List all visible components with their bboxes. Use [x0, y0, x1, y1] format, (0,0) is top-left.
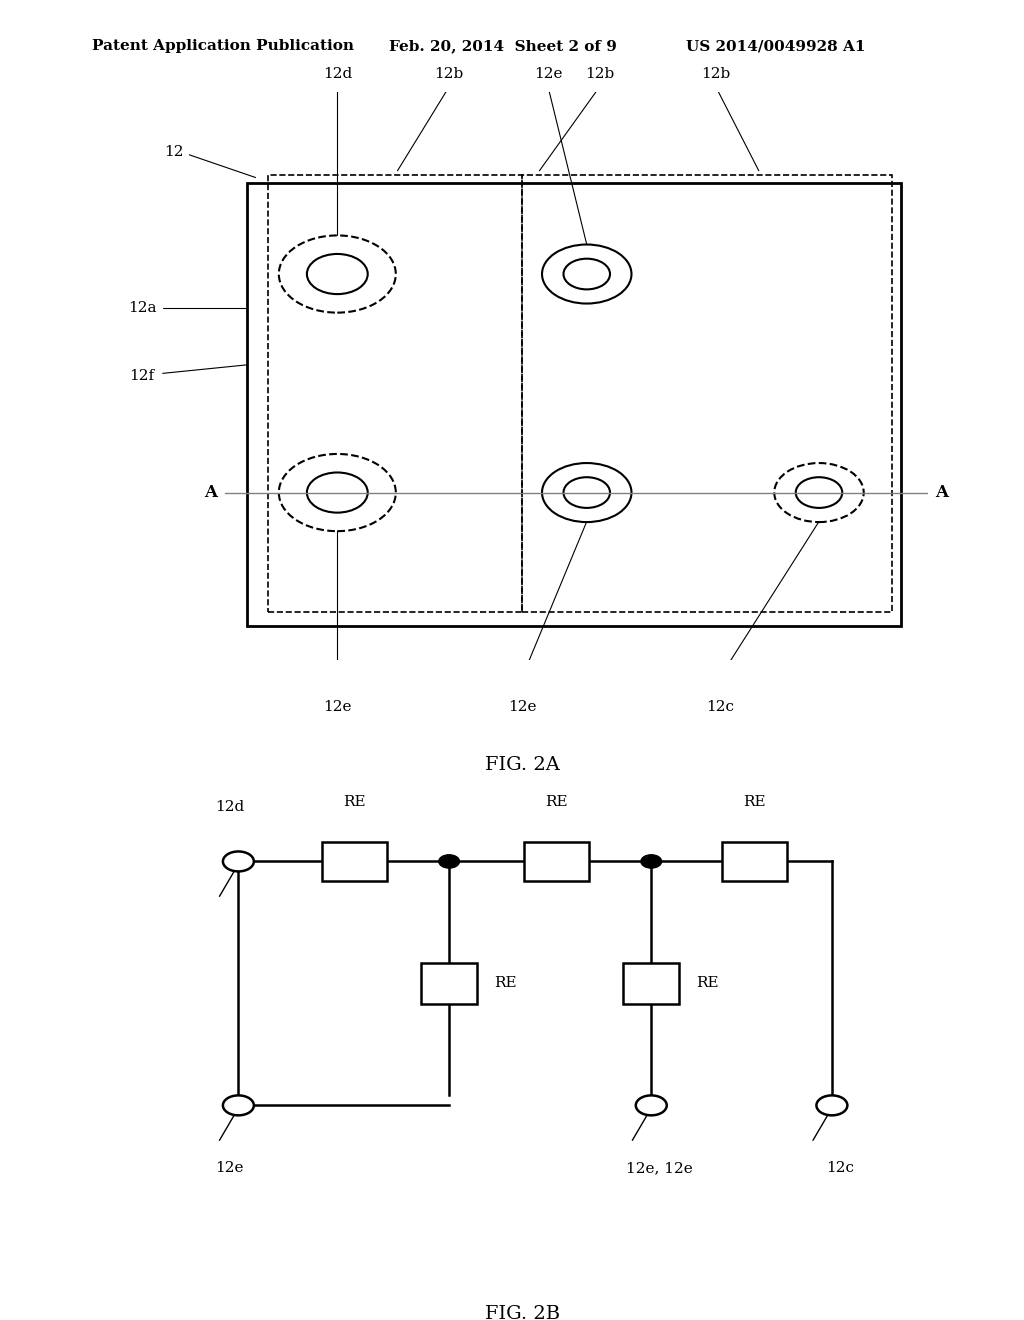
Text: RE: RE — [696, 977, 719, 990]
Circle shape — [279, 454, 396, 531]
Circle shape — [223, 1096, 254, 1115]
Text: 12f: 12f — [129, 370, 155, 383]
Text: 12d: 12d — [323, 67, 352, 81]
Bar — [722, 842, 786, 880]
Circle shape — [563, 478, 610, 508]
Circle shape — [563, 259, 610, 289]
Bar — [524, 842, 589, 880]
Text: 12: 12 — [164, 145, 183, 158]
Circle shape — [279, 235, 396, 313]
Bar — [421, 962, 477, 1005]
Text: RE: RE — [546, 795, 568, 809]
Circle shape — [636, 1096, 667, 1115]
Text: 12e: 12e — [215, 1160, 244, 1175]
Text: FIG. 2B: FIG. 2B — [484, 1305, 560, 1320]
Text: 12a: 12a — [128, 301, 157, 315]
Text: 12e: 12e — [323, 700, 351, 714]
Text: RE: RE — [343, 795, 366, 809]
Bar — [247, 183, 901, 626]
Text: RE: RE — [494, 977, 516, 990]
Bar — [522, 174, 892, 611]
Text: RE: RE — [743, 795, 766, 809]
Text: 12b: 12b — [434, 67, 464, 81]
Text: 12c: 12c — [707, 700, 734, 714]
Text: US 2014/0049928 A1: US 2014/0049928 A1 — [686, 40, 865, 53]
Text: 12b: 12b — [585, 67, 614, 81]
Circle shape — [542, 244, 632, 304]
Circle shape — [796, 478, 843, 508]
Bar — [624, 962, 679, 1005]
Circle shape — [816, 1096, 848, 1115]
Text: 12d: 12d — [215, 800, 245, 814]
Text: 12e: 12e — [508, 700, 537, 714]
Circle shape — [307, 253, 368, 294]
Circle shape — [774, 463, 863, 523]
Circle shape — [542, 463, 632, 523]
Text: 12e: 12e — [534, 67, 562, 81]
Circle shape — [307, 473, 368, 512]
Text: FIG. 2A: FIG. 2A — [484, 756, 560, 775]
Circle shape — [439, 855, 460, 869]
Bar — [268, 174, 522, 611]
Text: Feb. 20, 2014  Sheet 2 of 9: Feb. 20, 2014 Sheet 2 of 9 — [389, 40, 617, 53]
Text: 12b: 12b — [701, 67, 730, 81]
Text: 12e, 12e: 12e, 12e — [627, 1160, 693, 1175]
Text: A: A — [935, 484, 948, 502]
Circle shape — [223, 851, 254, 871]
Bar — [323, 842, 387, 880]
Text: A: A — [204, 484, 217, 502]
Text: 12c: 12c — [826, 1160, 854, 1175]
Text: Patent Application Publication: Patent Application Publication — [92, 40, 354, 53]
Circle shape — [641, 855, 662, 869]
